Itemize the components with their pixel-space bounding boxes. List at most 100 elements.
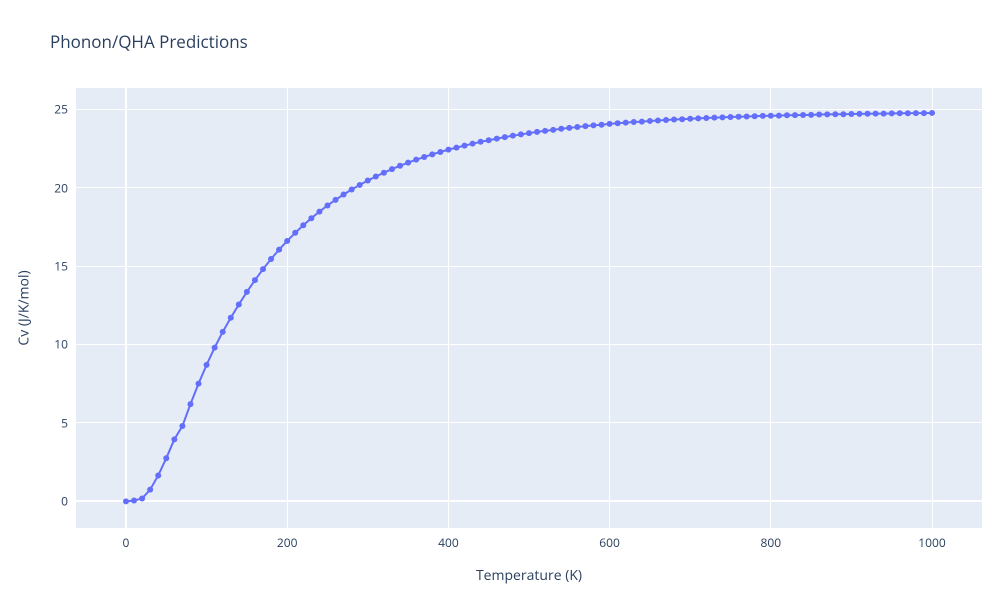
data-point[interactable] <box>736 114 742 120</box>
data-point[interactable] <box>187 401 193 407</box>
data-point[interactable] <box>647 118 653 124</box>
data-point[interactable] <box>284 238 290 244</box>
data-point[interactable] <box>300 222 306 228</box>
data-point[interactable] <box>276 247 282 253</box>
data-point[interactable] <box>502 134 508 140</box>
data-point[interactable] <box>534 129 540 135</box>
data-point[interactable] <box>244 289 250 295</box>
data-point[interactable] <box>421 154 427 160</box>
data-point[interactable] <box>171 436 177 442</box>
data-point[interactable] <box>333 197 339 203</box>
data-point[interactable] <box>518 131 524 137</box>
data-point[interactable] <box>123 498 129 504</box>
data-point[interactable] <box>623 120 629 126</box>
data-point[interactable] <box>695 115 701 121</box>
data-point[interactable] <box>663 117 669 123</box>
data-point[interactable] <box>768 113 774 119</box>
data-point[interactable] <box>615 120 621 126</box>
data-point[interactable] <box>357 182 363 188</box>
data-point[interactable] <box>929 110 935 116</box>
data-point[interactable] <box>913 110 919 116</box>
data-point[interactable] <box>655 117 661 123</box>
cv-trace[interactable] <box>0 0 1000 600</box>
data-point[interactable] <box>679 116 685 122</box>
data-point[interactable] <box>220 329 226 335</box>
data-point[interactable] <box>760 113 766 119</box>
data-point[interactable] <box>558 126 564 132</box>
data-point[interactable] <box>776 113 782 119</box>
data-point[interactable] <box>671 117 677 123</box>
data-point[interactable] <box>792 112 798 118</box>
data-point[interactable] <box>453 145 459 151</box>
data-point[interactable] <box>752 113 758 119</box>
data-point[interactable] <box>728 114 734 120</box>
data-point[interactable] <box>784 112 790 118</box>
data-point[interactable] <box>228 315 234 321</box>
data-point[interactable] <box>510 133 516 139</box>
data-point[interactable] <box>365 178 371 184</box>
data-point[interactable] <box>599 122 605 128</box>
data-point[interactable] <box>865 111 871 117</box>
data-point[interactable] <box>389 166 395 172</box>
data-point[interactable] <box>397 163 403 169</box>
data-point[interactable] <box>631 119 637 125</box>
data-point[interactable] <box>316 209 322 215</box>
data-point[interactable] <box>719 114 725 120</box>
data-point[interactable] <box>292 230 298 236</box>
data-point[interactable] <box>703 115 709 121</box>
data-point[interactable] <box>840 111 846 117</box>
data-point[interactable] <box>236 301 242 307</box>
data-point[interactable] <box>163 455 169 461</box>
data-point[interactable] <box>260 266 266 272</box>
data-point[interactable] <box>889 110 895 116</box>
data-point[interactable] <box>494 136 500 142</box>
data-point[interactable] <box>308 215 314 221</box>
data-point[interactable] <box>550 127 556 133</box>
data-point[interactable] <box>139 496 145 502</box>
data-point[interactable] <box>905 110 911 116</box>
data-point[interactable] <box>147 487 153 493</box>
data-point[interactable] <box>324 202 330 208</box>
data-point[interactable] <box>381 170 387 176</box>
data-point[interactable] <box>881 111 887 117</box>
data-point[interactable] <box>873 111 879 117</box>
data-point[interactable] <box>582 123 588 129</box>
data-point[interactable] <box>486 137 492 143</box>
data-point[interactable] <box>639 119 645 125</box>
data-point[interactable] <box>212 345 218 351</box>
data-point[interactable] <box>607 121 613 127</box>
data-point[interactable] <box>349 186 355 192</box>
data-point[interactable] <box>590 122 596 128</box>
data-point[interactable] <box>429 151 435 157</box>
data-point[interactable] <box>196 381 202 387</box>
data-point[interactable] <box>204 362 210 368</box>
data-point[interactable] <box>526 130 532 136</box>
data-point[interactable] <box>252 277 258 283</box>
data-point[interactable] <box>832 111 838 117</box>
data-point[interactable] <box>462 143 468 149</box>
data-point[interactable] <box>848 111 854 117</box>
data-point[interactable] <box>808 112 814 118</box>
data-point[interactable] <box>470 141 476 147</box>
data-point[interactable] <box>921 110 927 116</box>
data-point[interactable] <box>744 114 750 120</box>
data-point[interactable] <box>373 173 379 179</box>
data-point[interactable] <box>711 115 717 121</box>
data-point[interactable] <box>268 256 274 262</box>
data-point[interactable] <box>574 124 580 130</box>
data-point[interactable] <box>179 423 185 429</box>
data-point[interactable] <box>478 139 484 145</box>
data-point[interactable] <box>405 160 411 166</box>
data-point[interactable] <box>856 111 862 117</box>
data-point[interactable] <box>413 157 419 163</box>
data-point[interactable] <box>155 472 161 478</box>
data-point[interactable] <box>341 192 347 198</box>
data-point[interactable] <box>897 110 903 116</box>
data-point[interactable] <box>816 112 822 118</box>
data-point[interactable] <box>131 498 137 504</box>
data-point[interactable] <box>800 112 806 118</box>
data-point[interactable] <box>687 116 693 122</box>
data-point[interactable] <box>824 111 830 117</box>
data-point[interactable] <box>437 149 443 155</box>
data-point[interactable] <box>445 147 451 153</box>
